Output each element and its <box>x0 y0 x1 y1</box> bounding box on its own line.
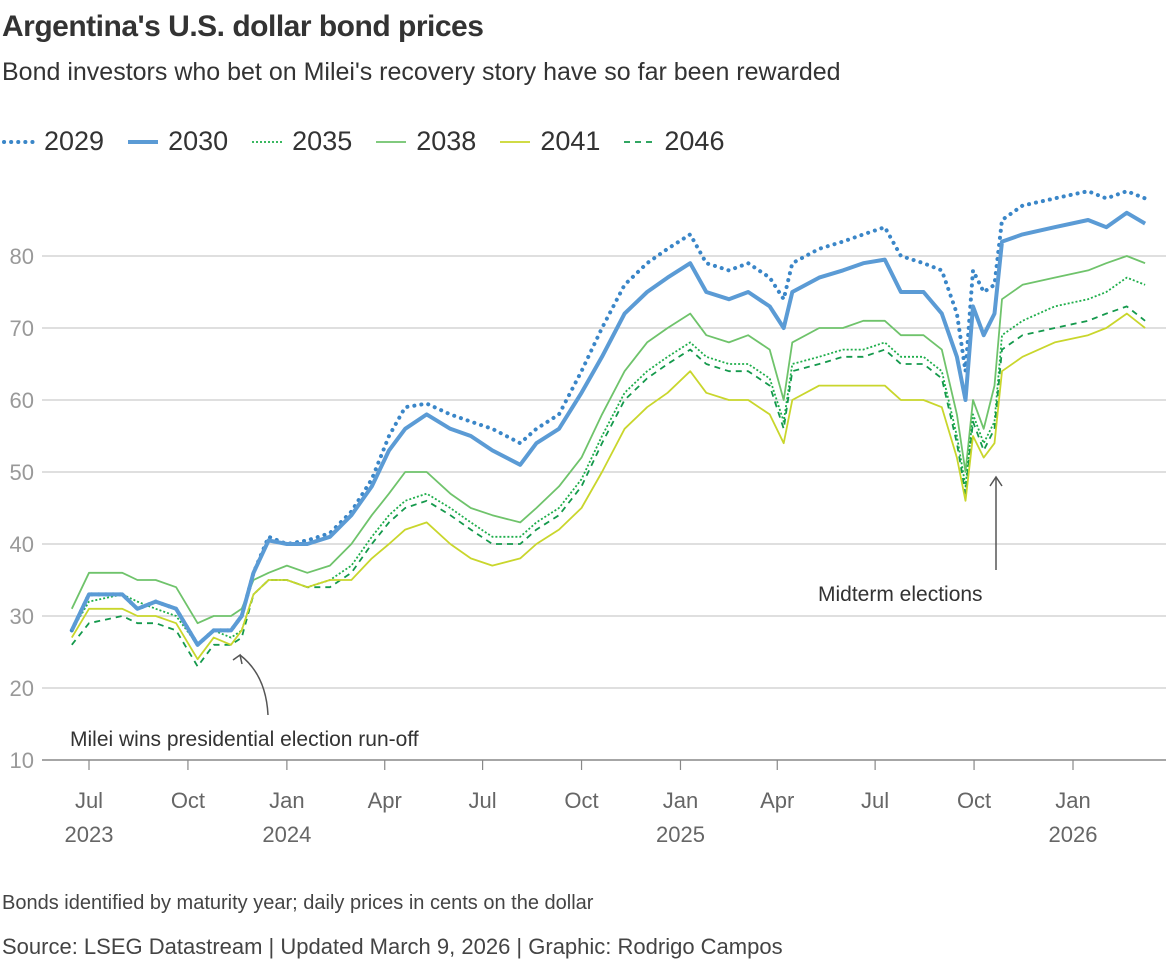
footnote: Bonds identified by maturity year; daily… <box>2 892 594 914</box>
legend-swatch <box>128 139 159 144</box>
x-tick-label: Jan <box>269 788 304 813</box>
x-tick-label: Jul <box>469 788 497 813</box>
chart-subtitle: Bond investors who bet on Milei's recove… <box>2 58 841 86</box>
x-tick-year: 2026 <box>1049 822 1098 847</box>
legend-item-2041: 2041 <box>498 126 600 157</box>
x-tick-label: Jan <box>663 788 698 813</box>
series-line-2030 <box>69 210 1147 647</box>
y-tick-label: 70 <box>10 316 34 341</box>
legend-swatch <box>252 140 283 143</box>
y-tick-label: 80 <box>10 244 34 269</box>
x-tick-label: Oct <box>171 788 205 813</box>
legend-swatch <box>624 140 655 143</box>
legend: 2029 2030 2035 2038 2041 2046 <box>2 126 724 157</box>
y-tick-label: 10 <box>10 748 34 773</box>
y-tick-label: 30 <box>10 604 34 629</box>
annotation-election: Milei wins presidential election run-off <box>70 728 419 751</box>
legend-item-2030: 2030 <box>126 126 228 157</box>
y-tick-label: 20 <box>10 676 34 701</box>
x-tick-label: Jul <box>75 788 103 813</box>
legend-label: 2035 <box>292 126 353 156</box>
x-tick-label: Oct <box>564 788 598 813</box>
x-tick-label: Apr <box>760 788 794 813</box>
legend-item-2029: 2029 <box>2 126 104 157</box>
legend-item-2038: 2038 <box>374 126 476 157</box>
legend-label: 2038 <box>416 126 477 156</box>
legend-swatch <box>376 140 407 143</box>
legend-item-2035: 2035 <box>250 126 352 157</box>
x-tick-label: Apr <box>368 788 402 813</box>
x-tick-label: Oct <box>957 788 991 813</box>
legend-label: 2041 <box>540 126 601 156</box>
legend-label: 2029 <box>44 126 105 156</box>
arrow-head-icon <box>232 653 243 665</box>
x-tick-year: 2025 <box>656 822 705 847</box>
y-tick-label: 50 <box>10 460 34 485</box>
x-tick-label: Jul <box>861 788 889 813</box>
legend-label: 2030 <box>168 126 229 156</box>
arrow-head-icon <box>989 475 1003 487</box>
y-tick-label: 40 <box>10 532 34 557</box>
legend-swatch <box>500 140 531 143</box>
x-tick-label: Jan <box>1055 788 1090 813</box>
series-line-2038 <box>70 255 1146 625</box>
legend-label: 2046 <box>664 126 725 156</box>
y-tick-label: 60 <box>10 388 34 413</box>
annotation-arrow <box>239 654 269 716</box>
x-tick-year: 2024 <box>262 822 311 847</box>
chart-title: Argentina's U.S. dollar bond prices <box>2 10 484 43</box>
series-line-2041 <box>71 312 1146 661</box>
annotation-midterm: Midterm elections <box>818 583 983 606</box>
series-line-2046 <box>71 305 1146 668</box>
legend-item-2046: 2046 <box>622 126 724 157</box>
source-credit: Source: LSEG Datastream | Updated March … <box>2 934 783 959</box>
x-tick-year: 2023 <box>65 822 114 847</box>
series-line-2029 <box>69 189 1148 647</box>
legend-swatch <box>2 139 36 144</box>
